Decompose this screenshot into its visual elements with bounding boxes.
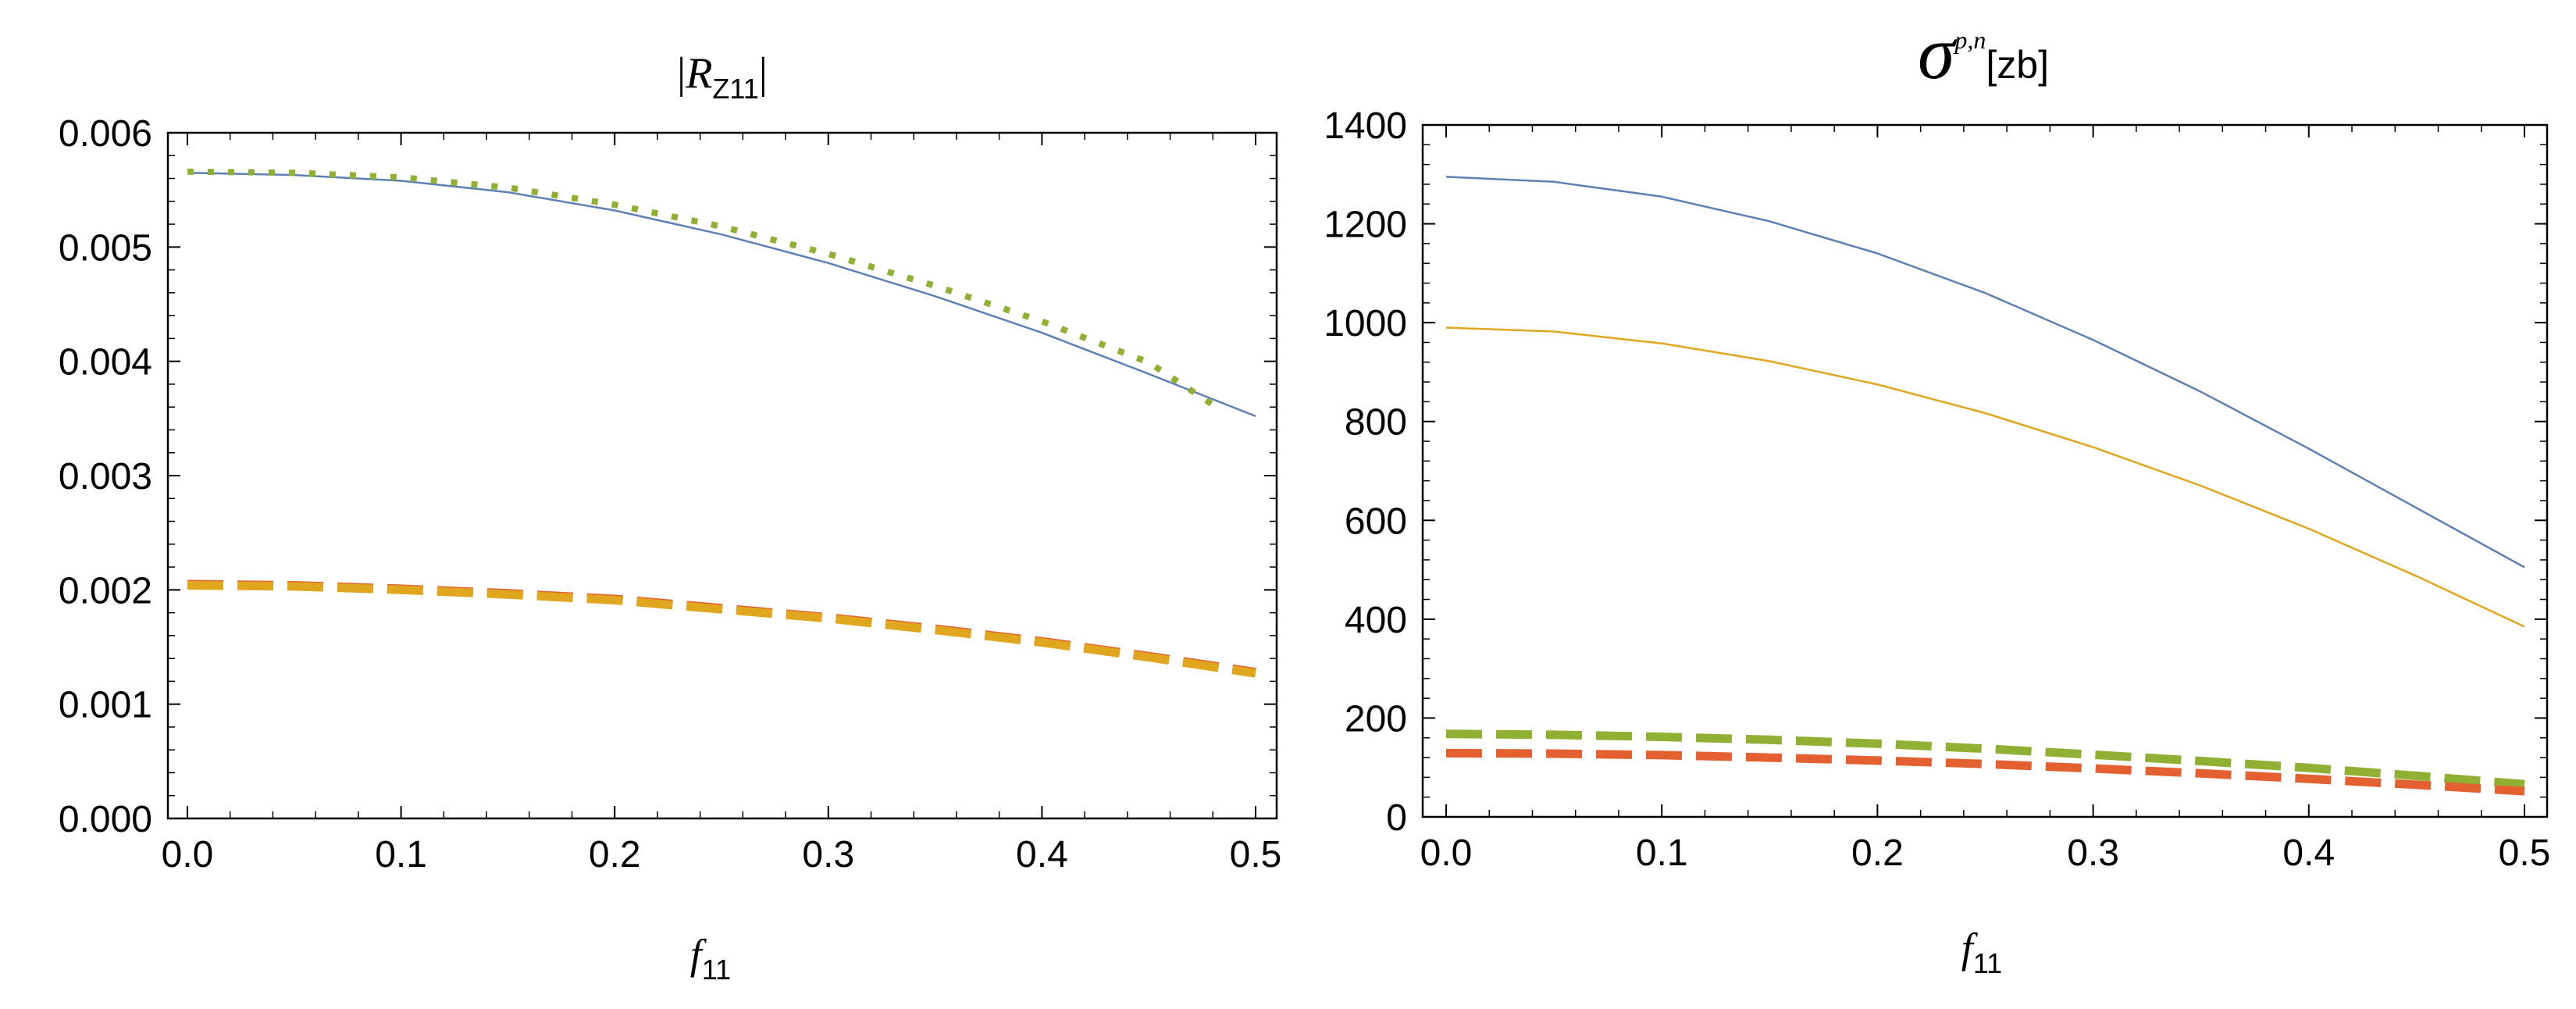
right-y-tick-label: 1000 [1324,303,1407,344]
right-x-tick-label: 0.1 [1636,833,1688,874]
right-x-tick-label: 0.5 [2499,833,2551,874]
right-series-2-line [1445,326,2525,628]
right-series-1-line [1445,176,2525,569]
right-series-4-line [1445,748,2525,796]
left-x-tick-label: 0.4 [1016,834,1068,875]
right-y-tick-label: 0 [1386,797,1407,839]
left-y-tick-label: 0.002 [59,570,152,611]
left-x-tick-label: 0.1 [375,834,427,875]
left-ticks: 0.0 0.1 0.2 0.3 0.4 0.5 0.000 0.001 0.002 0.003 0.… [59,113,1281,875]
left-x-tick-label: 0.0 [162,834,214,875]
left-y-tick-label: 0.001 [59,685,152,726]
left-x-tick-label: 0.5 [1230,834,1282,875]
right-series-3-line [1445,729,2525,789]
left-series-4-line [187,581,1256,678]
right-y-tick-label: 600 [1345,501,1407,542]
left-y-tick-label: 0.005 [59,227,152,269]
right-y-tick-label: 1200 [1324,205,1407,246]
right-x-tick-label: 0.3 [2067,833,2119,874]
left-series [187,168,1256,678]
right-y-tick-label: 800 [1345,402,1407,444]
left-y-tick-label: 0.006 [59,113,152,155]
left-x-tick-label: 0.3 [802,834,854,875]
right-x-tick-label: 0.0 [1420,833,1473,874]
left-chart: 0.0 0.1 0.2 0.3 0.4 0.5 0.000 0.001 0.002 0.003 0.… [59,49,1281,986]
right-y-tick-label: 1400 [1324,105,1407,147]
left-series-1-line [187,171,1256,418]
right-series [1445,176,2525,796]
right-x-tick-label: 0.2 [1851,833,1904,874]
right-y-tick-label: 200 [1345,698,1407,740]
right-ticks: 0.0 0.1 0.2 0.3 0.4 0.5 0 200 400 600 800 1000 1200 1… [1324,105,2550,874]
right-chart: 0.0 0.1 0.2 0.3 0.4 0.5 0 200 400 600 800 1000 1200 1… [1324,11,2550,979]
left-y-tick-label: 0.000 [59,799,152,840]
right-x-tick-label: 0.4 [2282,833,2335,874]
right-chart-title: σp,n[zb] [1918,11,2049,94]
left-x-tick-label: 0.2 [589,834,641,875]
right-y-tick-label: 400 [1345,600,1407,641]
left-y-tick-label: 0.003 [59,456,152,497]
right-plot-frame [1421,123,2549,818]
left-y-tick-label: 0.004 [59,342,152,383]
left-chart-title: |RZ11| [677,49,768,105]
